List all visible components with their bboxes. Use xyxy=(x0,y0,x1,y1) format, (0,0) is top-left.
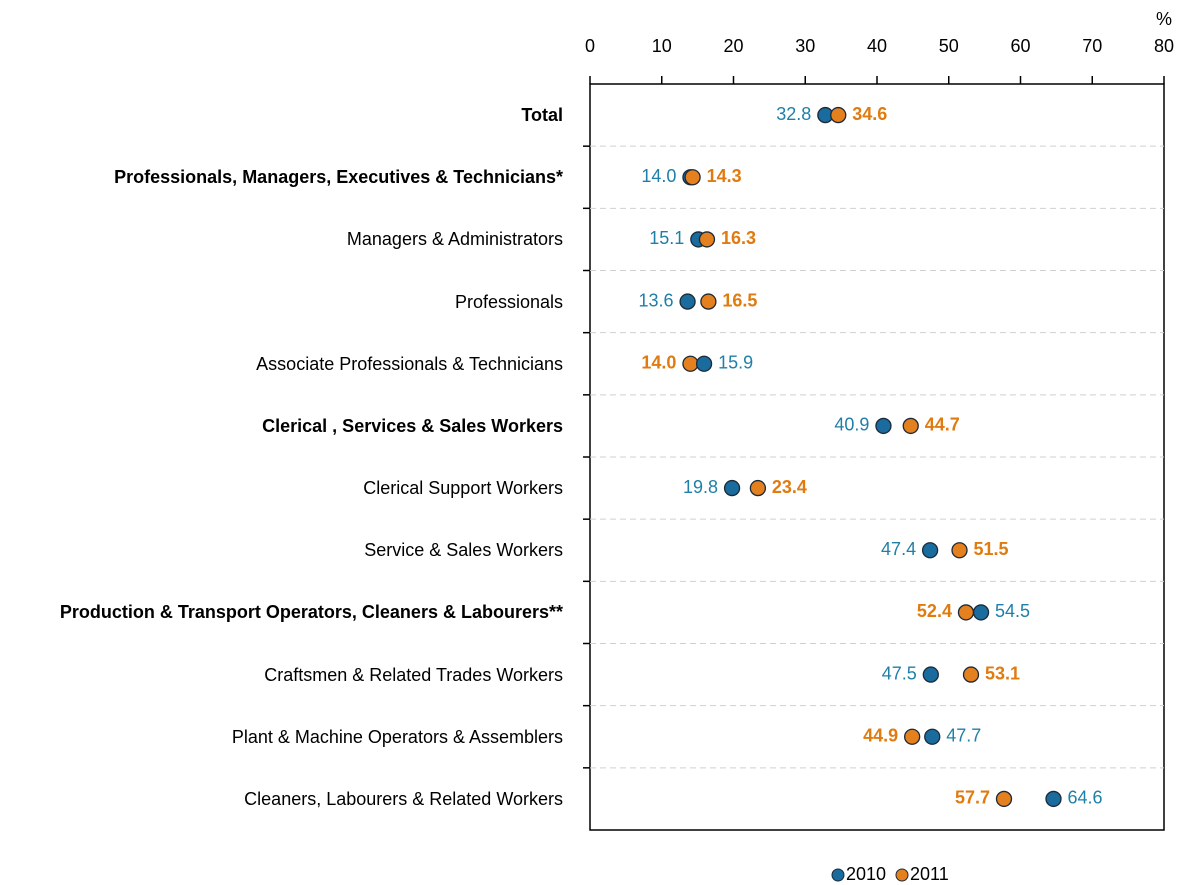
value-label: 15.1 xyxy=(649,228,684,248)
value-label: 16.3 xyxy=(721,228,756,248)
category-label: Total xyxy=(521,105,563,126)
dot xyxy=(995,790,1013,808)
value-label: 47.4 xyxy=(881,539,916,559)
category-label: Cleaners, Labourers & Related Workers xyxy=(244,788,563,809)
dot xyxy=(957,604,975,621)
value-label: 16.5 xyxy=(722,290,757,310)
category-label: Plant & Machine Operators & Assemblers xyxy=(231,726,563,747)
value-label: 44.9 xyxy=(863,726,898,746)
dot xyxy=(830,106,847,124)
dot xyxy=(695,355,713,372)
legend-label: 2010 xyxy=(846,864,886,884)
value-label: 57.7 xyxy=(955,788,990,808)
x-tick-label: 10 xyxy=(652,36,672,56)
dot xyxy=(679,293,696,310)
dot xyxy=(924,728,941,745)
x-tick-label: 70 xyxy=(1082,36,1102,56)
x-tick-label: 50 xyxy=(939,36,959,56)
dot xyxy=(972,604,990,621)
dot xyxy=(698,231,716,248)
dot xyxy=(682,355,699,372)
value-label: 54.5 xyxy=(995,601,1030,621)
x-tick-label: 0 xyxy=(585,36,595,56)
value-label: 40.9 xyxy=(834,415,869,435)
dot xyxy=(904,728,921,745)
value-label: 32.8 xyxy=(776,104,811,124)
category-label: Service & Sales Workers xyxy=(364,540,563,561)
dot xyxy=(1045,790,1062,808)
dot xyxy=(902,417,919,435)
value-label: 14.0 xyxy=(641,166,676,186)
dot xyxy=(962,666,980,683)
category-label: Professionals xyxy=(454,291,563,312)
x-tick-label: 20 xyxy=(723,36,743,56)
category-label: Craftsmen & Related Trades Workers xyxy=(264,664,563,685)
dot xyxy=(875,417,892,435)
dot xyxy=(723,479,741,497)
category-label: Associate Professionals & Technicians xyxy=(256,353,563,374)
value-label: 15.9 xyxy=(718,353,753,373)
dot xyxy=(922,666,939,683)
value-label: 52.4 xyxy=(917,601,952,621)
category-label: Production & Transport Operators, Cleane… xyxy=(59,602,563,623)
legend-label: 2011 xyxy=(910,864,949,884)
x-tick-label: 40 xyxy=(867,36,887,56)
category-label: Clerical Support Workers xyxy=(363,478,563,499)
value-label: 44.7 xyxy=(925,415,960,435)
dot xyxy=(749,479,767,497)
value-label: 23.4 xyxy=(772,477,807,497)
plot-frame xyxy=(589,83,1165,831)
value-label: 13.6 xyxy=(639,290,674,310)
category-label: Managers & Administrators xyxy=(346,229,563,250)
dot xyxy=(921,542,939,559)
x-tick-label: 60 xyxy=(1010,36,1030,56)
dot xyxy=(951,542,968,559)
x-axis-label: % xyxy=(1156,9,1172,29)
legend-marker xyxy=(831,868,845,882)
category-label: Clerical , Services & Sales Workers xyxy=(262,415,563,436)
x-tick-label: 80 xyxy=(1154,36,1174,56)
value-label: 47.7 xyxy=(946,726,981,746)
value-label: 34.6 xyxy=(852,104,887,124)
value-label: 64.6 xyxy=(1068,788,1103,808)
value-label: 14.3 xyxy=(707,166,742,186)
legend-marker xyxy=(895,868,909,882)
value-label: 47.5 xyxy=(882,663,917,683)
value-label: 53.1 xyxy=(985,663,1020,683)
value-label: 14.0 xyxy=(641,353,676,373)
dot xyxy=(700,293,717,310)
dot xyxy=(684,169,701,186)
value-label: 19.8 xyxy=(683,477,718,497)
value-label: 51.5 xyxy=(974,539,1009,559)
category-label: Professionals, Managers, Executives & Te… xyxy=(114,167,563,188)
x-tick-label: 30 xyxy=(795,36,815,56)
